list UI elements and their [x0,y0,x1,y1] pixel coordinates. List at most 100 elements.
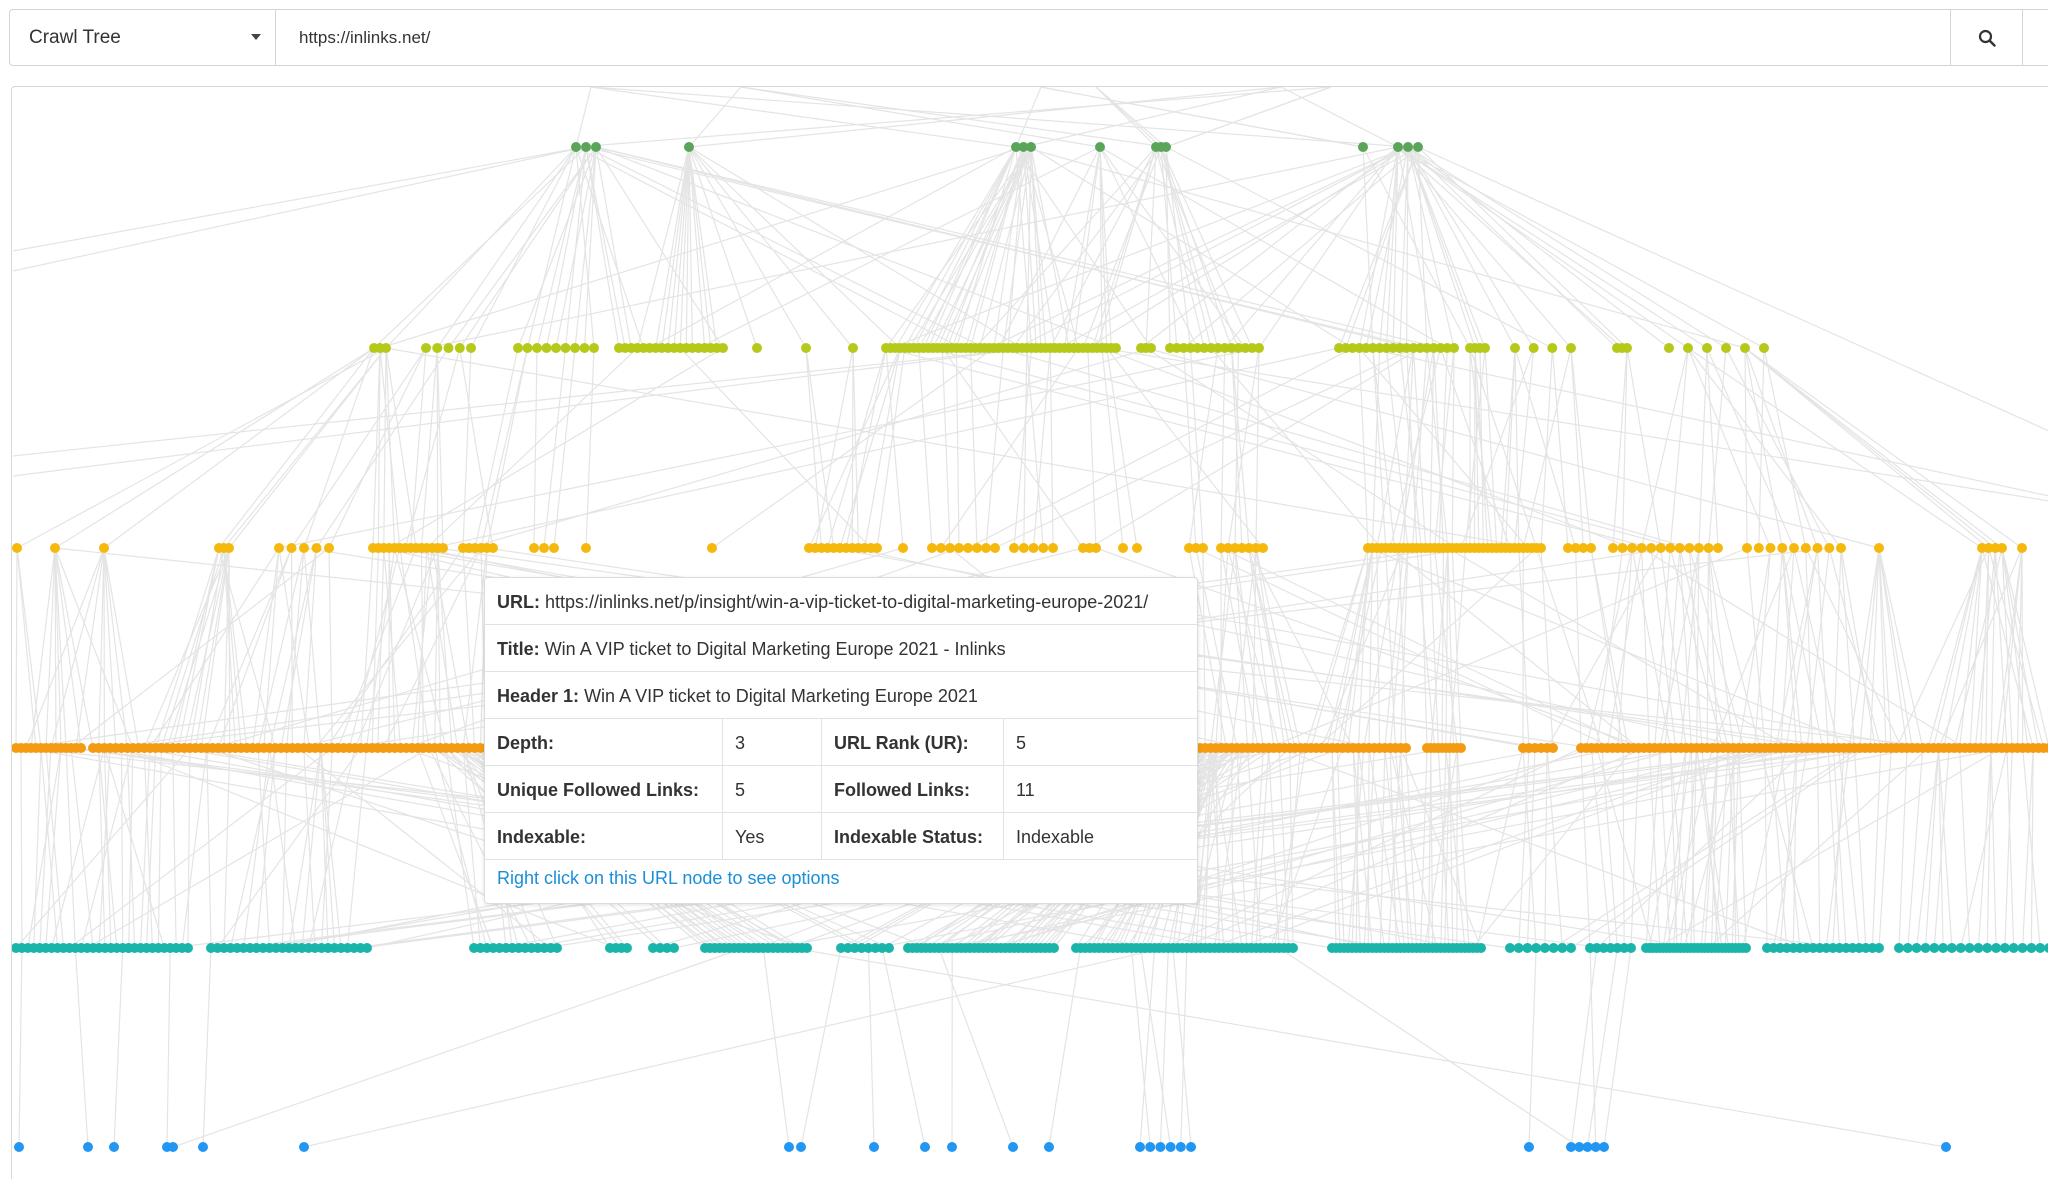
url-node[interactable] [299,543,309,553]
url-node[interactable] [1566,943,1576,953]
url-node[interactable] [1789,543,1799,553]
url-node[interactable] [1586,543,1596,553]
url-node[interactable] [1240,343,1251,353]
url-node[interactable] [801,343,811,353]
url-node[interactable] [549,543,559,553]
url-node[interactable] [1230,543,1240,553]
url-node[interactable] [1753,543,1764,553]
url-node[interactable] [1401,743,1411,753]
url-node[interactable] [1044,1142,1054,1152]
url-node[interactable] [752,343,762,353]
url-node[interactable] [1198,543,1208,553]
url-node[interactable] [1524,1142,1534,1152]
url-node[interactable] [1026,142,1036,152]
url-node[interactable] [1566,1142,1576,1152]
more-button[interactable] [2022,10,2048,65]
url-node[interactable] [1874,943,1884,953]
url-node[interactable] [1800,543,1811,553]
url-node[interactable] [1646,543,1657,553]
url-node[interactable] [1118,543,1128,553]
url-node[interactable] [454,343,465,353]
url-node[interactable] [1480,343,1490,353]
url-node[interactable] [1403,142,1413,152]
url-node[interactable] [274,543,284,553]
url-node[interactable] [872,543,882,553]
url-node[interactable] [1165,1142,1176,1152]
url-node[interactable] [954,543,964,553]
url-node[interactable] [796,1142,806,1152]
url-node[interactable] [2035,943,2046,953]
url-node[interactable] [539,543,549,553]
url-node[interactable] [581,543,591,553]
url-node[interactable] [1570,543,1581,553]
url-node[interactable] [1591,943,1602,953]
url-node[interactable] [718,343,728,353]
url-node[interactable] [76,743,86,753]
url-node[interactable] [1713,543,1723,553]
url-node[interactable] [1358,142,1368,152]
url-node[interactable] [1759,343,1769,353]
url-node[interactable] [863,943,874,953]
url-node[interactable] [1091,543,1101,553]
url-node[interactable] [1531,943,1542,953]
url-node[interactable] [802,943,812,953]
url-node[interactable] [1911,943,1922,953]
url-node[interactable] [581,142,591,152]
url-node[interactable] [947,1142,957,1152]
url-node[interactable] [945,543,955,553]
url-node[interactable] [2017,543,2027,553]
url-node[interactable] [1665,543,1676,553]
url-node[interactable] [1185,343,1196,353]
url-node[interactable] [972,543,982,553]
url-node[interactable] [83,1142,93,1152]
url-node[interactable] [1684,543,1695,553]
tooltip-context-hint-link[interactable]: Right click on this URL node to see opti… [497,868,840,888]
url-node[interactable] [1393,142,1403,152]
url-node[interactable] [311,543,322,553]
url-node[interactable] [529,543,539,553]
tree-nodes[interactable] [11,142,2048,1152]
url-node[interactable] [1655,543,1666,553]
url-node[interactable] [552,943,562,953]
url-node[interactable] [99,543,109,553]
url-node[interactable] [513,343,523,353]
url-node[interactable] [1664,343,1674,353]
url-node[interactable] [1008,1142,1018,1152]
url-node[interactable] [1216,543,1226,553]
url-node[interactable] [1237,543,1247,553]
url-node[interactable] [570,343,580,353]
url-node[interactable] [589,343,599,353]
url-node[interactable] [1528,343,1539,353]
url-node[interactable] [1741,943,1751,953]
url-node[interactable] [1812,543,1823,553]
url-node[interactable] [421,343,431,353]
url-node[interactable] [324,543,334,553]
url-node[interactable] [1132,543,1142,553]
url-node[interactable] [1111,343,1121,353]
url-node[interactable] [1991,943,2002,953]
url-node[interactable] [1566,343,1576,353]
url-node[interactable] [1522,943,1533,953]
url-node[interactable] [1608,543,1618,553]
url-node[interactable] [1505,943,1515,953]
url-node[interactable] [1622,343,1632,353]
url-node[interactable] [1973,943,1984,953]
url-node[interactable] [1557,943,1568,953]
url-node[interactable] [12,543,22,553]
url-node[interactable] [1161,142,1171,152]
url-node[interactable] [1777,543,1788,553]
url-node[interactable] [1740,343,1750,353]
url-node[interactable] [198,1142,208,1152]
url-node[interactable] [1742,543,1752,553]
url-node[interactable] [541,343,552,353]
url-input[interactable] [277,10,1959,65]
url-node[interactable] [1095,142,1105,152]
url-node[interactable] [1683,343,1693,353]
url-node[interactable] [669,943,679,953]
url-node[interactable] [560,343,571,353]
url-node[interactable] [1590,1142,1601,1152]
url-node[interactable] [1539,943,1550,953]
url-node[interactable] [1955,943,1966,953]
url-node[interactable] [898,543,908,553]
url-node[interactable] [522,343,533,353]
